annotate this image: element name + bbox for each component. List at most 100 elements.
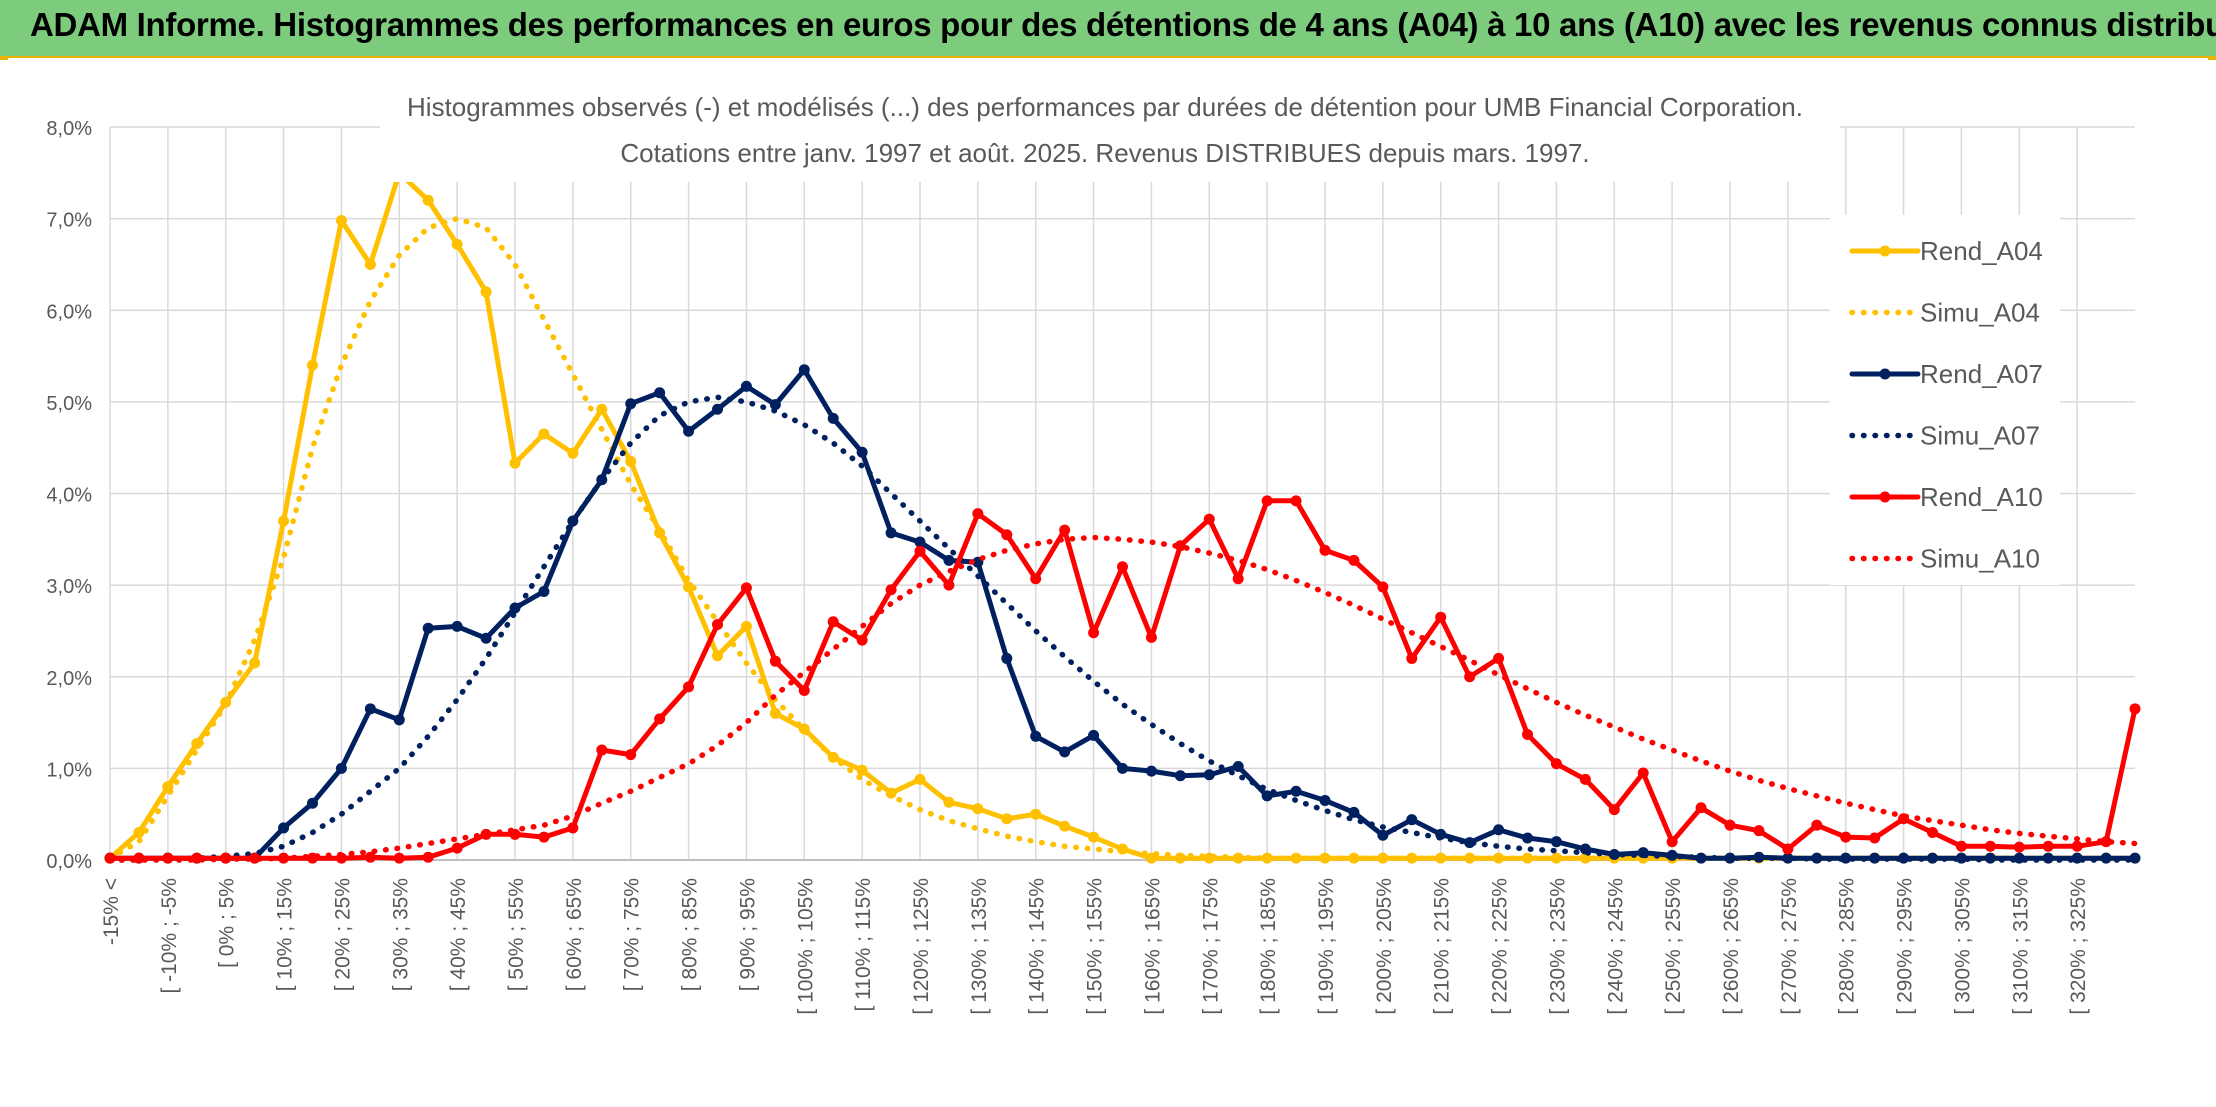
rend_a07-point [683, 425, 695, 437]
y-tick-label: 5,0% [46, 393, 92, 415]
rend_a07-point [2129, 852, 2141, 864]
rend_a07-point [943, 554, 955, 566]
rend_a07-legend-label: Rend_A07 [1920, 359, 2043, 389]
x-tick-label: [ 60% ; 65% [563, 878, 586, 991]
rend_a10-point [1232, 573, 1244, 585]
rend_a10-point [1117, 561, 1128, 573]
rend_a10-point [943, 579, 955, 591]
rend_a10-point [2071, 840, 2083, 852]
rend_a07-point [1406, 814, 1418, 826]
rend_a04-point [712, 650, 723, 662]
rend_a07-point [1493, 824, 1505, 836]
rend_a10-point [1869, 832, 1881, 844]
banner-accent-left [0, 56, 8, 60]
rend_a07-point [393, 714, 405, 726]
rend_a10-point [1666, 836, 1678, 848]
x-tick-label: [ 90% ; 95% [736, 878, 759, 991]
y-tick-label: 7,0% [46, 210, 92, 232]
rend_a04-point [278, 515, 290, 527]
rend_a10-point [1464, 671, 1476, 683]
rend_a10-point [712, 619, 723, 631]
rend_a07-legend-marker [1879, 368, 1891, 380]
rend_a10-point [364, 851, 376, 863]
rend_a10-point [249, 852, 261, 864]
x-tick-label: [ 280% ; 285% [1836, 878, 1859, 1015]
rend_a10-point [827, 616, 839, 628]
x-tick-label: [ 20% ; 25% [331, 878, 354, 991]
rend_a07-point [451, 620, 463, 632]
rend_a07-point [914, 536, 926, 548]
rend_a10-point [538, 831, 550, 843]
rend_a07-point [856, 446, 868, 458]
x-tick-label: [ 10% ; 15% [274, 878, 297, 991]
x-tick-label: [ 50% ; 55% [505, 878, 528, 991]
rend_a10-point [2042, 840, 2054, 852]
rend_a07-point [364, 703, 376, 715]
x-tick-label: [ 110% ; 115% [852, 878, 875, 1011]
rend_a04-point [1059, 820, 1071, 832]
chart-title: Histogrammes observés (-) et modélisés (… [407, 92, 1803, 122]
x-tick-label: [ 30% ; 35% [389, 878, 412, 991]
x-tick-label: -15% < [100, 878, 123, 945]
rend_a10-point [596, 744, 608, 756]
rend_a04-point [538, 428, 550, 440]
rend_a07-point [480, 632, 492, 644]
rend_a10-point [798, 684, 810, 696]
x-tick-label: [ 100% ; 105% [794, 878, 817, 1015]
rend_a07-point [1059, 746, 1071, 758]
rend_a07-point [712, 403, 723, 415]
rend_a04-point [769, 707, 781, 719]
x-tick-label: [ 260% ; 265% [1720, 878, 1743, 1015]
rend_a10-point [885, 584, 897, 596]
rend_a07-point [625, 398, 637, 410]
rend_a10-point [1406, 652, 1418, 664]
rend_a04-point [567, 447, 579, 459]
rend_a10-point [1955, 840, 1967, 852]
rend_a04-point [625, 455, 637, 467]
rend_a10-point [1608, 804, 1620, 816]
chart-area: 0,0% 1,0% 2,0% 3,0% 4,0% 5,0% 6,0% 7,0% 8,0% -15… [0, 60, 2216, 1102]
x-tick-label: [ 80% ; 85% [679, 878, 702, 991]
rend_a07-point [1088, 729, 1100, 741]
series-lines [104, 167, 2141, 864]
rend_a04-legend-marker [1879, 245, 1891, 257]
rend_a07-point [1290, 785, 1302, 797]
rend_a04-point [1030, 808, 1042, 820]
rend_a07-point [307, 797, 318, 809]
y-tick-label: 4,0% [46, 485, 92, 507]
rend_a10-point [1319, 544, 1331, 556]
x-tick-label: [ 210% ; 215% [1431, 878, 1454, 1015]
rend_a07-point [1319, 794, 1331, 806]
simu_a10-legend-label: Simu_A10 [1920, 544, 2040, 574]
rend_a10-point [1030, 573, 1042, 585]
rend_a04-point [914, 773, 926, 785]
rend_a07-point [278, 822, 290, 834]
rend_a10-point [1522, 728, 1533, 740]
rend_a04-point [509, 457, 521, 469]
x-tick-label: [ 250% ; 255% [1662, 878, 1685, 1015]
y-tick-label: 3,0% [46, 576, 92, 598]
title-backdrop [380, 82, 1840, 182]
rend_a10-legend-label: Rend_A10 [1920, 482, 2043, 512]
rend_a04-legend-label: Rend_A04 [1920, 236, 2043, 266]
rend_a10-point [1782, 843, 1794, 855]
rend_a04-point [1001, 813, 1013, 825]
x-tick-label: [ 140% ; 145% [1026, 878, 1049, 1015]
rend_a04-point [307, 359, 318, 371]
rend_a07-point [1377, 829, 1389, 841]
banner-accent-right [2208, 56, 2216, 60]
rend_a10-point [1984, 840, 1996, 852]
rend_a07-point [798, 364, 810, 376]
rend_a04-point [683, 581, 695, 593]
rend_a10-point [2100, 836, 2112, 848]
rend_a04-point [451, 238, 463, 250]
rend_a07-point [1955, 852, 1967, 864]
rend_a07-point [1261, 790, 1273, 802]
rend_a04-point [335, 214, 347, 226]
y-tick-label: 6,0% [46, 301, 92, 323]
x-tick-label: [ 150% ; 155% [1084, 878, 1107, 1015]
rend_a07-point [827, 412, 839, 424]
rend_a04-point [422, 194, 434, 206]
rend_a04-point [364, 258, 376, 270]
report-title: ADAM Informe. Histogrammes des performan… [30, 6, 2216, 43]
